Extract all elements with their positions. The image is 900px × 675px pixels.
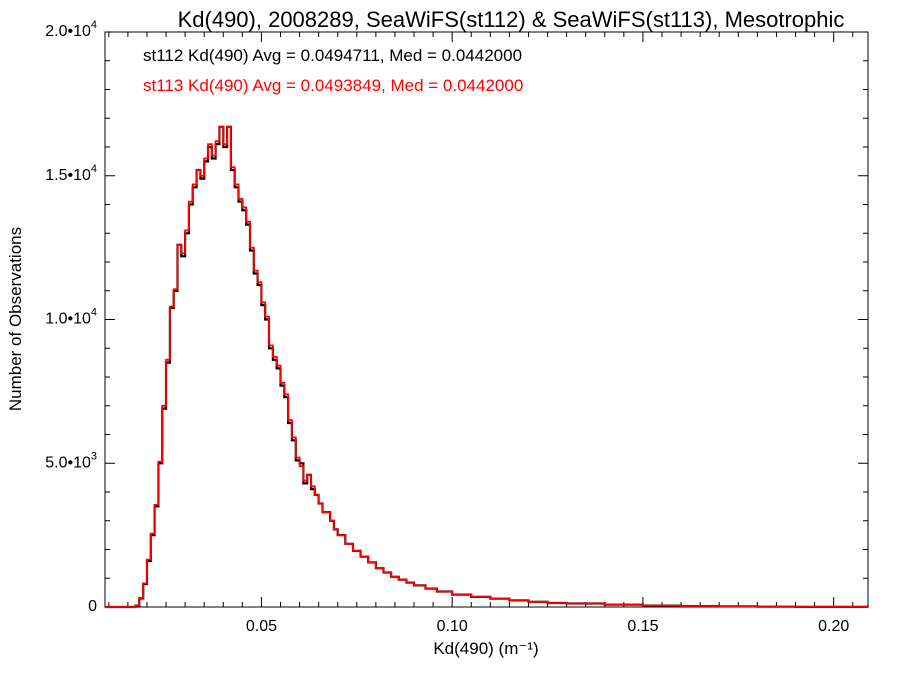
histogram-series-1	[105, 126, 869, 608]
y-tick-label: 2.0•104	[45, 19, 97, 40]
y-tick-label: 0	[88, 598, 97, 615]
x-axis-ticks: 0.05 0.10 0.15 0.20	[108, 32, 854, 635]
x-tick-label: 0.15	[627, 618, 658, 635]
y-tick-label: 1.5•104	[45, 163, 97, 184]
stat-annotation-st112: st112 Kd(490) Avg = 0.0494711, Med = 0.0…	[143, 46, 522, 65]
x-tick-label: 0.05	[246, 618, 277, 635]
series-layer	[105, 125, 870, 609]
plot-frame	[104, 31, 869, 608]
y-tick-label: 5.0•103	[45, 450, 97, 471]
y-tick-label: 1.0•104	[45, 307, 97, 328]
x-axis-label: Kd(490) (m⁻¹)	[433, 639, 538, 658]
chart-title: Kd(490), 2008289, SeaWiFS(st112) & SeaWi…	[178, 7, 845, 32]
x-tick-label: 0.10	[437, 618, 468, 635]
y-axis-ticks: 0 5.0•103 1.0•104 1.5•104 2.0•104	[45, 19, 868, 615]
x-tick-label: 0.20	[818, 618, 849, 635]
histogram-series-0	[105, 125, 870, 609]
stat-annotation-st113: st113 Kd(490) Avg = 0.0493849, Med = 0.0…	[143, 76, 523, 95]
y-axis-label: Number of Observations	[6, 227, 25, 411]
